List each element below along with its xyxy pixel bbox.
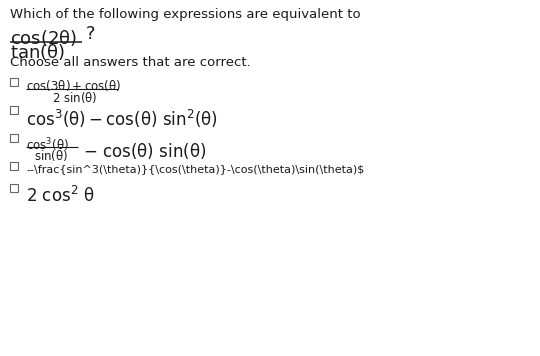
- Bar: [10, 162, 18, 170]
- Bar: [10, 134, 18, 142]
- Bar: [10, 78, 18, 86]
- Text: $\mathregular{cos(3\theta)+cos(\theta)}$: $\mathregular{cos(3\theta)+cos(\theta)}$: [26, 78, 121, 93]
- Bar: [10, 184, 18, 192]
- Text: $\mathregular{2\ cos^2\ \theta}$: $\mathregular{2\ cos^2\ \theta}$: [26, 186, 94, 206]
- Text: $\mathregular{cos^3(\theta) - cos(\theta)\ sin^2(\theta)}$: $\mathregular{cos^3(\theta) - cos(\theta…: [26, 108, 218, 130]
- Text: $\mathregular{- \ cos(\theta)\ sin(\theta)}$: $\mathregular{- \ cos(\theta)\ sin(\thet…: [83, 141, 206, 161]
- Text: $\mathregular{2\ sin(\theta)}$: $\mathregular{2\ sin(\theta)}$: [52, 90, 98, 105]
- Text: --\frac{sin^3(\theta)}{\cos(\theta)}-\cos(\theta)\sin(\theta)$: --\frac{sin^3(\theta)}{\cos(\theta)}-\co…: [26, 164, 364, 174]
- Bar: [10, 106, 18, 114]
- Text: ?: ?: [86, 25, 96, 43]
- Text: $\mathregular{tan(\theta)}$: $\mathregular{tan(\theta)}$: [10, 42, 65, 62]
- Text: $\mathregular{sin(\theta)}$: $\mathregular{sin(\theta)}$: [34, 148, 68, 163]
- Text: $\mathregular{cos^3(\theta)}$: $\mathregular{cos^3(\theta)}$: [26, 136, 69, 153]
- Text: Which of the following expressions are equivalent to: Which of the following expressions are e…: [10, 8, 361, 21]
- Text: Choose all answers that are correct.: Choose all answers that are correct.: [10, 56, 251, 69]
- Text: $\mathregular{cos(2\theta)}$: $\mathregular{cos(2\theta)}$: [10, 28, 77, 48]
